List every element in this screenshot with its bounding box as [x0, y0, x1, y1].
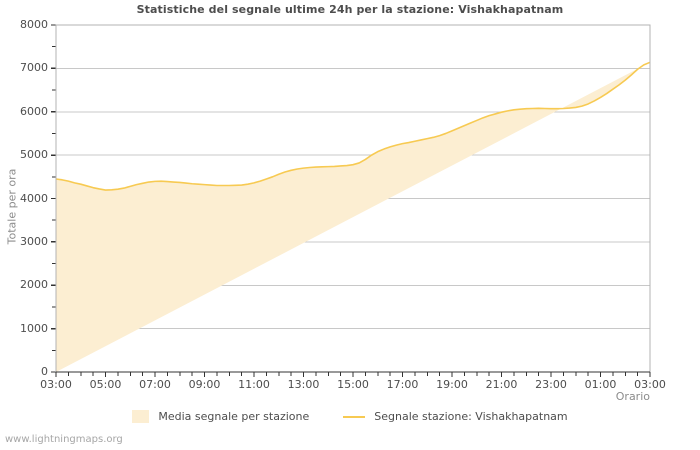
x-axis-label: Orario: [615, 390, 650, 403]
x-tick-label: 03:00: [634, 378, 666, 391]
x-tick-label: 15:00: [337, 378, 369, 391]
plot-frame: [55, 24, 651, 372]
legend-label: Media segnale per stazione: [158, 410, 310, 423]
y-tick-label: 3000: [20, 234, 48, 248]
x-tick-label: 09:00: [188, 378, 221, 391]
y-tick-label: 7000: [20, 61, 48, 75]
x-tick-label: 11:00: [238, 378, 270, 391]
x-tick-label: 13:00: [287, 378, 320, 391]
legend-label: Segnale stazione: Vishakhapatnam: [374, 410, 568, 423]
x-tick-label: 19:00: [436, 378, 468, 391]
x-tick-label: 17:00: [386, 378, 419, 391]
x-tick-label: 03:00: [40, 378, 72, 391]
x-tick-label: 01:00: [584, 378, 617, 391]
legend-item[interactable]: Media segnale per stazione: [132, 410, 309, 423]
x-tick-label: 07:00: [139, 378, 171, 391]
y-tick-label: 5000: [20, 148, 48, 162]
y-tick-label: 8000: [20, 18, 48, 31]
x-tick-label: 21:00: [485, 378, 518, 391]
line-series-segnale-stazione: [55, 61, 651, 191]
chart-legend: Media segnale per stazione Segnale stazio…: [0, 410, 700, 423]
y-tick-label: 6000: [20, 104, 48, 118]
area-series-media-segnale: [56, 62, 650, 373]
y-tick-label: 1000: [20, 321, 48, 335]
x-tick-label: 05:00: [89, 378, 122, 391]
y-tick-label: 0: [41, 365, 48, 378]
watermark-text: www.lightningmaps.org: [5, 434, 123, 445]
x-tick-label: 23:00: [535, 378, 567, 391]
legend-line-swatch-icon: [343, 415, 366, 418]
y-tick-label: 4000: [20, 191, 48, 205]
y-tick-label: 2000: [20, 278, 48, 292]
chart-title: Statistiche del segnale ultime 24h per l…: [136, 3, 564, 16]
legend-item[interactable]: Segnale stazione: Vishakhapatnam: [343, 410, 568, 423]
legend-area-swatch-icon: [132, 410, 150, 423]
